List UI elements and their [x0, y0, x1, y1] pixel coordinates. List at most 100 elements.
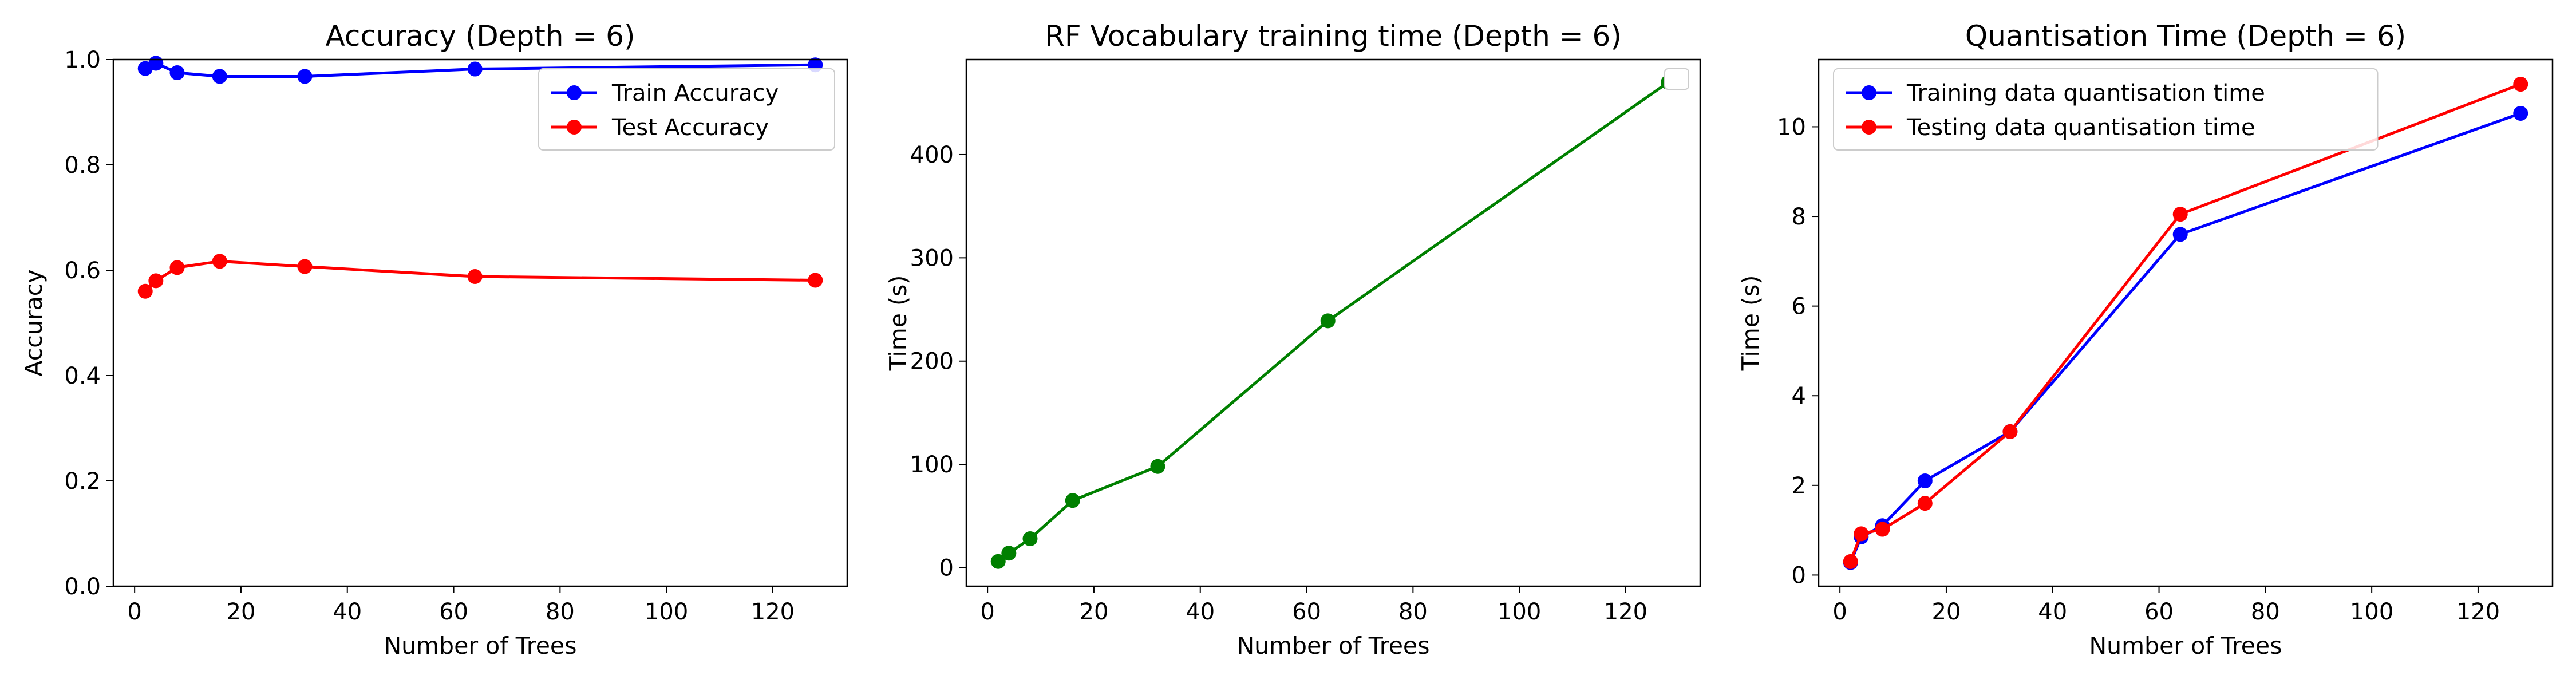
y-tick-label: 6 [1792, 294, 1806, 320]
data-point [1001, 546, 1017, 561]
data-point [1065, 493, 1080, 508]
chart-panel-1: Accuracy (Depth = 6) 0 20 40 60 80 100 120 0.0 0.… [20, 19, 848, 660]
y-tick-label: 0.2 [64, 468, 101, 495]
data-point [808, 273, 823, 288]
legend-entry: Train Accuracy [611, 80, 779, 106]
y-axis-label: Accuracy [20, 269, 48, 376]
series-line [1849, 112, 2522, 563]
y-tick-label: 10 [1777, 114, 1806, 140]
data-point [169, 260, 185, 275]
data-point [1917, 496, 1933, 511]
x-tick-label: 120 [751, 599, 795, 625]
data-point [169, 65, 185, 80]
x-tick-label: 120 [2456, 599, 2500, 625]
y-tick-label: 400 [910, 142, 954, 168]
data-point [2002, 424, 2018, 439]
y-tick-label: 0 [939, 555, 954, 582]
legend-box [538, 68, 835, 151]
legend-entry: Test Accuracy [611, 114, 769, 141]
data-point [467, 61, 483, 77]
series-test-accuracy [137, 254, 823, 299]
x-axis-label: Number of Trees [2089, 632, 2282, 660]
legend-entry: Training data quantisation time [1906, 80, 2265, 106]
x-axis-label: Number of Trees [384, 632, 576, 660]
x-tick-label: 20 [1080, 599, 1109, 625]
y-axis-label: Time (s) [884, 275, 912, 372]
data-point [1022, 531, 1038, 547]
y-tick-label: 0.4 [64, 363, 101, 389]
legend: Train Accuracy Test Accuracy [538, 68, 835, 151]
x-tick-label: 0 [127, 599, 141, 625]
y-tick-label: 300 [910, 245, 954, 271]
data-point [1854, 526, 1869, 542]
data-point [212, 254, 227, 269]
series-1 [990, 74, 1676, 569]
chart-title: RF Vocabulary training time (Depth = 6) [1045, 19, 1622, 53]
data-point [148, 273, 164, 289]
y-tick-label: 4 [1792, 383, 1806, 409]
data-point [137, 283, 153, 299]
data-point [148, 56, 164, 71]
x-tick-label: 80 [1398, 599, 1428, 625]
x-tick-label: 20 [1932, 599, 1961, 625]
chart-title: Quantisation Time (Depth = 6) [1965, 19, 2406, 53]
x-tick-label: 20 [227, 599, 256, 625]
y-tick-label: 0.8 [64, 152, 101, 179]
axes-frame [965, 58, 1701, 587]
data-point [297, 259, 313, 274]
x-tick-label: 0 [1832, 599, 1847, 625]
data-point [1875, 522, 1890, 537]
data-point [990, 554, 1006, 569]
series-training-data-quantisation-time [1843, 105, 2528, 570]
legend-swatch-marker [1862, 85, 1876, 100]
legend: Training data quantisation time Testing d… [1833, 68, 2379, 151]
series-testing-data-quantisation-time [1843, 77, 2528, 569]
x-tick-label: 100 [645, 599, 688, 625]
data-point [1843, 554, 1858, 569]
data-point [1917, 473, 1933, 488]
y-tick-label: 8 [1792, 204, 1806, 230]
x-tick-label: 120 [1604, 599, 1647, 625]
data-point [1320, 313, 1336, 329]
x-tick-label: 100 [2350, 599, 2393, 625]
data-point [297, 69, 313, 84]
series-line [1849, 82, 2522, 562]
data-point [1150, 459, 1165, 474]
axes-frame [1818, 58, 2554, 587]
legend-swatch-marker [567, 120, 582, 135]
y-tick-label: 0.0 [64, 574, 101, 600]
x-tick-label: 80 [2251, 599, 2280, 625]
chart-panel-2: RF Vocabulary training time (Depth = 6) 0… [884, 19, 1701, 660]
data-point [2513, 77, 2528, 92]
data-point [467, 269, 483, 285]
data-point [2172, 227, 2188, 242]
data-point [212, 69, 227, 84]
axes-frame [112, 58, 848, 587]
x-tick-label: 60 [2144, 599, 2174, 625]
legend-entry: Testing data quantisation time [1906, 114, 2255, 141]
x-tick-label: 80 [546, 599, 575, 625]
y-tick-label: 1.0 [64, 47, 101, 73]
x-tick-label: 100 [1498, 599, 1541, 625]
legend-box-empty [1664, 68, 1689, 90]
y-tick-label: 200 [910, 349, 954, 375]
x-tick-label: 60 [439, 599, 468, 625]
y-tick-label: 0 [1792, 562, 1806, 589]
legend-box [1833, 68, 2379, 151]
chart-panel-3: Quantisation Time (Depth = 6)0 20 40 60 80 10… [1737, 19, 2554, 660]
y-tick-label: 100 [910, 452, 954, 478]
y-tick-label: 2 [1792, 473, 1806, 499]
x-tick-label: 60 [1292, 599, 1321, 625]
y-tick-label: 0.6 [64, 258, 101, 284]
chart-title: Accuracy (Depth = 6) [326, 19, 635, 53]
x-tick-label: 0 [980, 599, 994, 625]
x-axis-label: Number of Trees [1236, 632, 1429, 660]
data-point [2513, 105, 2528, 121]
data-point [2172, 207, 2188, 222]
x-tick-label: 40 [333, 599, 362, 625]
y-axis-label: Time (s) [1737, 275, 1764, 372]
x-tick-label: 40 [2038, 599, 2067, 625]
x-tick-label: 40 [1186, 599, 1215, 625]
legend-swatch-marker [567, 85, 582, 100]
